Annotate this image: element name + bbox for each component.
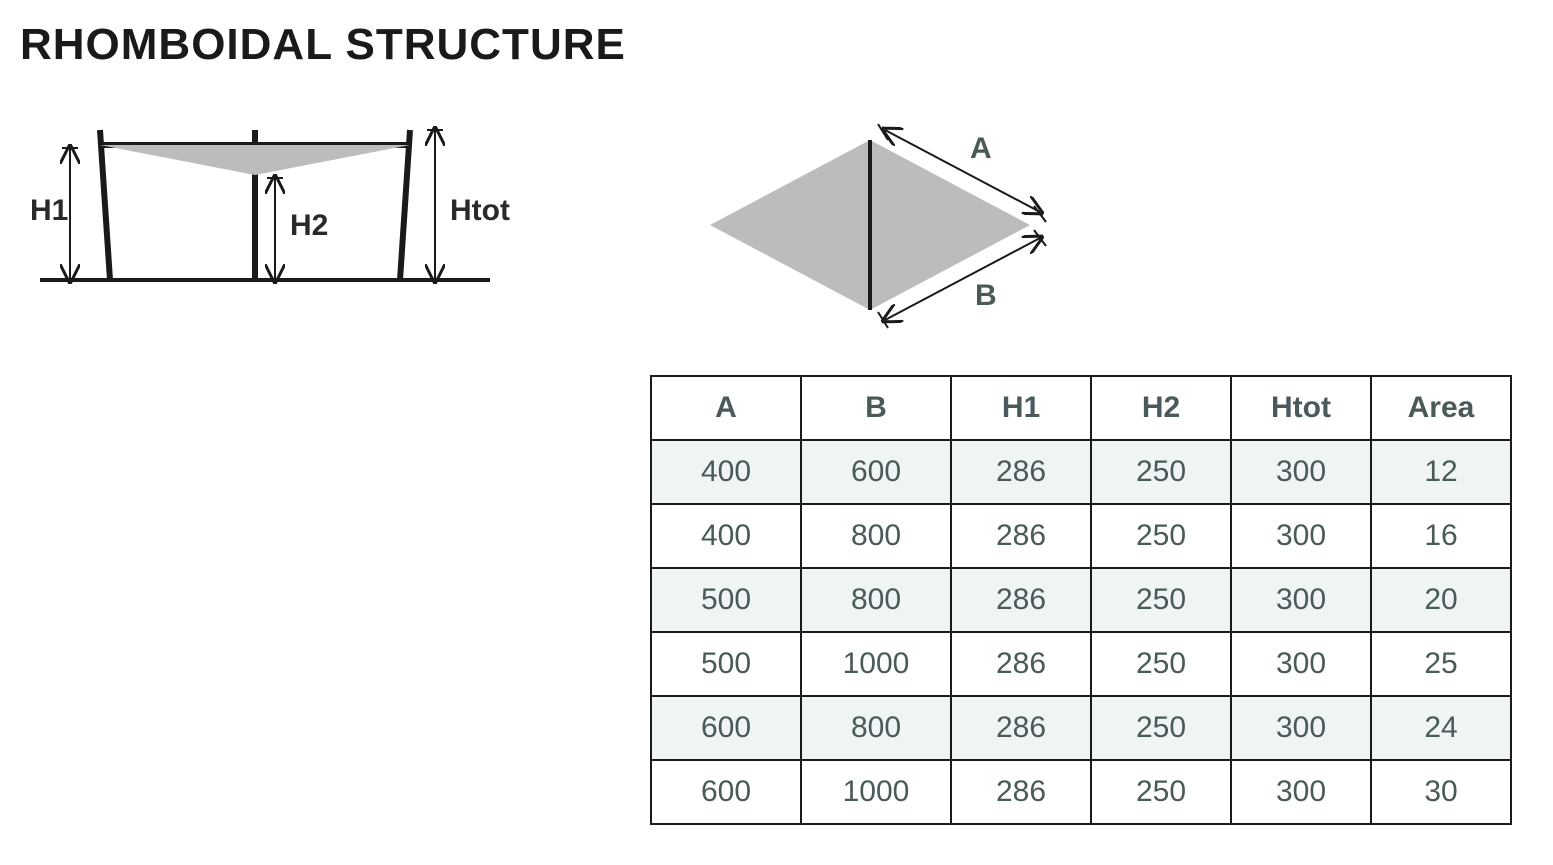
page-title: RHOMBOIDAL STRUCTURE <box>20 20 1533 70</box>
cell: 286 <box>951 696 1091 760</box>
plan-rhombus-diagram: A B <box>690 110 1090 335</box>
col-header-htot: Htot <box>1231 376 1371 440</box>
cell: 300 <box>1231 440 1371 504</box>
cell: 600 <box>651 696 801 760</box>
col-header-a: A <box>651 376 801 440</box>
cell: 250 <box>1091 440 1231 504</box>
cell: 286 <box>951 568 1091 632</box>
cell: 286 <box>951 632 1091 696</box>
col-header-h1: H1 <box>951 376 1091 440</box>
cell: 400 <box>651 440 801 504</box>
spec-table: A B H1 H2 Htot Area 400 600 286 250 300 … <box>650 375 1512 825</box>
table-row: 400 600 286 250 300 12 <box>651 440 1511 504</box>
table-row: 500 1000 286 250 300 25 <box>651 632 1511 696</box>
cell: 1000 <box>801 760 951 824</box>
cell: 300 <box>1231 632 1371 696</box>
cell: 600 <box>651 760 801 824</box>
cell: 300 <box>1231 760 1371 824</box>
spec-table-wrap: A B H1 H2 Htot Area 400 600 286 250 300 … <box>650 375 1533 825</box>
side-elevation-diagram: H1 H2 Htot <box>20 110 520 315</box>
cell: 286 <box>951 760 1091 824</box>
col-header-b: B <box>801 376 951 440</box>
cell: 25 <box>1371 632 1511 696</box>
col-header-h2: H2 <box>1091 376 1231 440</box>
label-htot: Htot <box>450 194 510 227</box>
side-elevation-svg: H1 H2 Htot <box>20 110 520 310</box>
cell: 250 <box>1091 568 1231 632</box>
cell: 250 <box>1091 504 1231 568</box>
label-h1: H1 <box>30 194 68 227</box>
label-h2: H2 <box>290 209 328 242</box>
label-b: B <box>975 279 997 312</box>
cell: 286 <box>951 504 1091 568</box>
cell: 16 <box>1371 504 1511 568</box>
cell: 30 <box>1371 760 1511 824</box>
cell: 300 <box>1231 504 1371 568</box>
table-row: 600 800 286 250 300 24 <box>651 696 1511 760</box>
cell: 1000 <box>801 632 951 696</box>
diagrams-row: H1 H2 Htot <box>20 110 1533 335</box>
table-header-row: A B H1 H2 Htot Area <box>651 376 1511 440</box>
cell: 500 <box>651 568 801 632</box>
cell: 20 <box>1371 568 1511 632</box>
cell: 500 <box>651 632 801 696</box>
cell: 250 <box>1091 760 1231 824</box>
table-row: 400 800 286 250 300 16 <box>651 504 1511 568</box>
table-row: 500 800 286 250 300 20 <box>651 568 1511 632</box>
cell: 250 <box>1091 696 1231 760</box>
cell: 600 <box>801 440 951 504</box>
table-row: 600 1000 286 250 300 30 <box>651 760 1511 824</box>
cell: 800 <box>801 504 951 568</box>
cell: 800 <box>801 568 951 632</box>
cell: 250 <box>1091 632 1231 696</box>
cell: 300 <box>1231 696 1371 760</box>
cell: 800 <box>801 696 951 760</box>
cell: 12 <box>1371 440 1511 504</box>
plan-rhombus-svg: A B <box>690 110 1090 330</box>
label-a: A <box>970 132 992 165</box>
cell: 400 <box>651 504 801 568</box>
cell: 286 <box>951 440 1091 504</box>
col-header-area: Area <box>1371 376 1511 440</box>
cell: 300 <box>1231 568 1371 632</box>
cell: 24 <box>1371 696 1511 760</box>
